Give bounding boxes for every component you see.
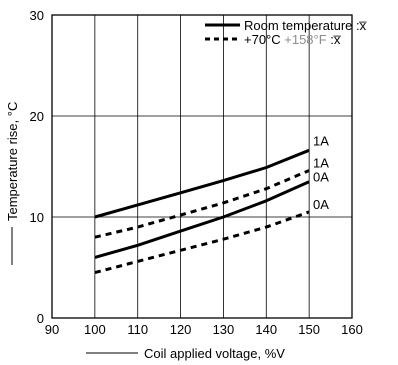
legend-dashed-temp-f: +158°F bbox=[281, 32, 327, 47]
y-tick-labels: 0 10 20 30 bbox=[30, 8, 44, 326]
y-axis-title-text: Temperature rise, °C bbox=[5, 102, 20, 221]
legend-solid-label: Room temperature :x̅ bbox=[244, 18, 367, 33]
legend-dashed-temp-c: +70°C bbox=[244, 32, 281, 47]
x-tick-label-2: 110 bbox=[127, 322, 148, 337]
legend-dashed-label: +70°C +158°F :x̅ bbox=[244, 32, 341, 47]
series-end-label-1: 1A bbox=[313, 156, 329, 171]
plot-frame bbox=[51, 14, 353, 319]
x-tick-label-3: 120 bbox=[170, 322, 192, 337]
x-tick-label-5: 140 bbox=[255, 322, 277, 337]
series-line-3 bbox=[94, 210, 310, 275]
y-axis-title: Temperature rise, °C bbox=[5, 102, 20, 265]
series-end-label-2: 0A bbox=[313, 170, 329, 185]
y-tick-label-2: 20 bbox=[30, 109, 44, 124]
legend: Room temperature :x̅ +70°C +158°F :x̅ bbox=[205, 18, 367, 47]
x-axis-title-text: Coil applied voltage, %V bbox=[144, 346, 285, 361]
series-line-1 bbox=[94, 169, 310, 239]
x-tick-label-7: 160 bbox=[341, 322, 363, 337]
series-line-2 bbox=[94, 180, 310, 259]
y-tick-label-1: 10 bbox=[30, 210, 44, 225]
y-tick-label-0: 0 bbox=[37, 311, 44, 326]
series-lines bbox=[94, 148, 310, 275]
x-tick-label-6: 150 bbox=[298, 322, 320, 337]
x-axis-title: Coil applied voltage, %V bbox=[86, 346, 285, 361]
series-end-label-0: 1A bbox=[313, 133, 329, 148]
legend-dashed-suffix: :x̅ bbox=[327, 32, 341, 47]
x-tick-label-1: 100 bbox=[84, 322, 106, 337]
series-end-label-3: 0A bbox=[313, 197, 329, 212]
x-tick-labels: 90 100 110 120 130 140 150 160 bbox=[45, 322, 363, 337]
y-tick-label-3: 30 bbox=[30, 8, 44, 23]
x-tick-label-0: 90 bbox=[45, 322, 59, 337]
series-line-0 bbox=[94, 148, 310, 219]
x-tick-label-4: 130 bbox=[213, 322, 235, 337]
